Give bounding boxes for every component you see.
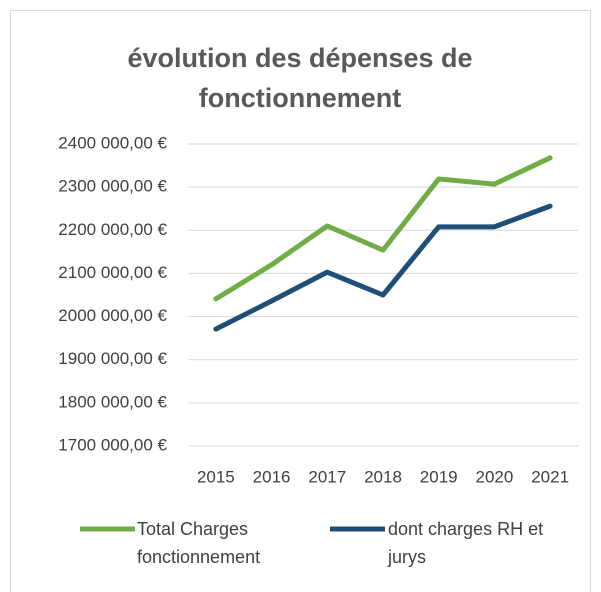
x-tick-label: 2015 (197, 467, 235, 486)
x-tick-label: 2020 (476, 467, 514, 486)
chart-title: évolution des dépenses de fonctionnement (127, 43, 473, 113)
y-tick-label: 1700 000,00 € (58, 435, 167, 454)
x-tick-label: 2018 (364, 467, 402, 486)
x-tick-label: 2021 (531, 467, 569, 486)
legend-label: dont charges RH et jurys (388, 519, 544, 567)
y-tick-label: 2400 000,00 € (58, 133, 167, 152)
chart-border (10, 10, 591, 592)
x-tick-label: 2019 (420, 467, 458, 486)
y-tick-label: 1900 000,00 € (58, 349, 167, 368)
series-line (213, 155, 553, 302)
x-tick-label: 2017 (308, 467, 346, 486)
y-tick-label: 2000 000,00 € (58, 306, 167, 325)
series-line (213, 203, 553, 332)
y-tick-label: 1800 000,00 € (58, 392, 167, 411)
legend-label: Total Charges fonctionnement (137, 519, 261, 567)
y-tick-label: 2300 000,00 € (58, 177, 167, 196)
y-tick-label: 2200 000,00 € (58, 220, 167, 239)
y-tick-label: 2100 000,00 € (58, 263, 167, 282)
x-tick-label: 2016 (253, 467, 291, 486)
